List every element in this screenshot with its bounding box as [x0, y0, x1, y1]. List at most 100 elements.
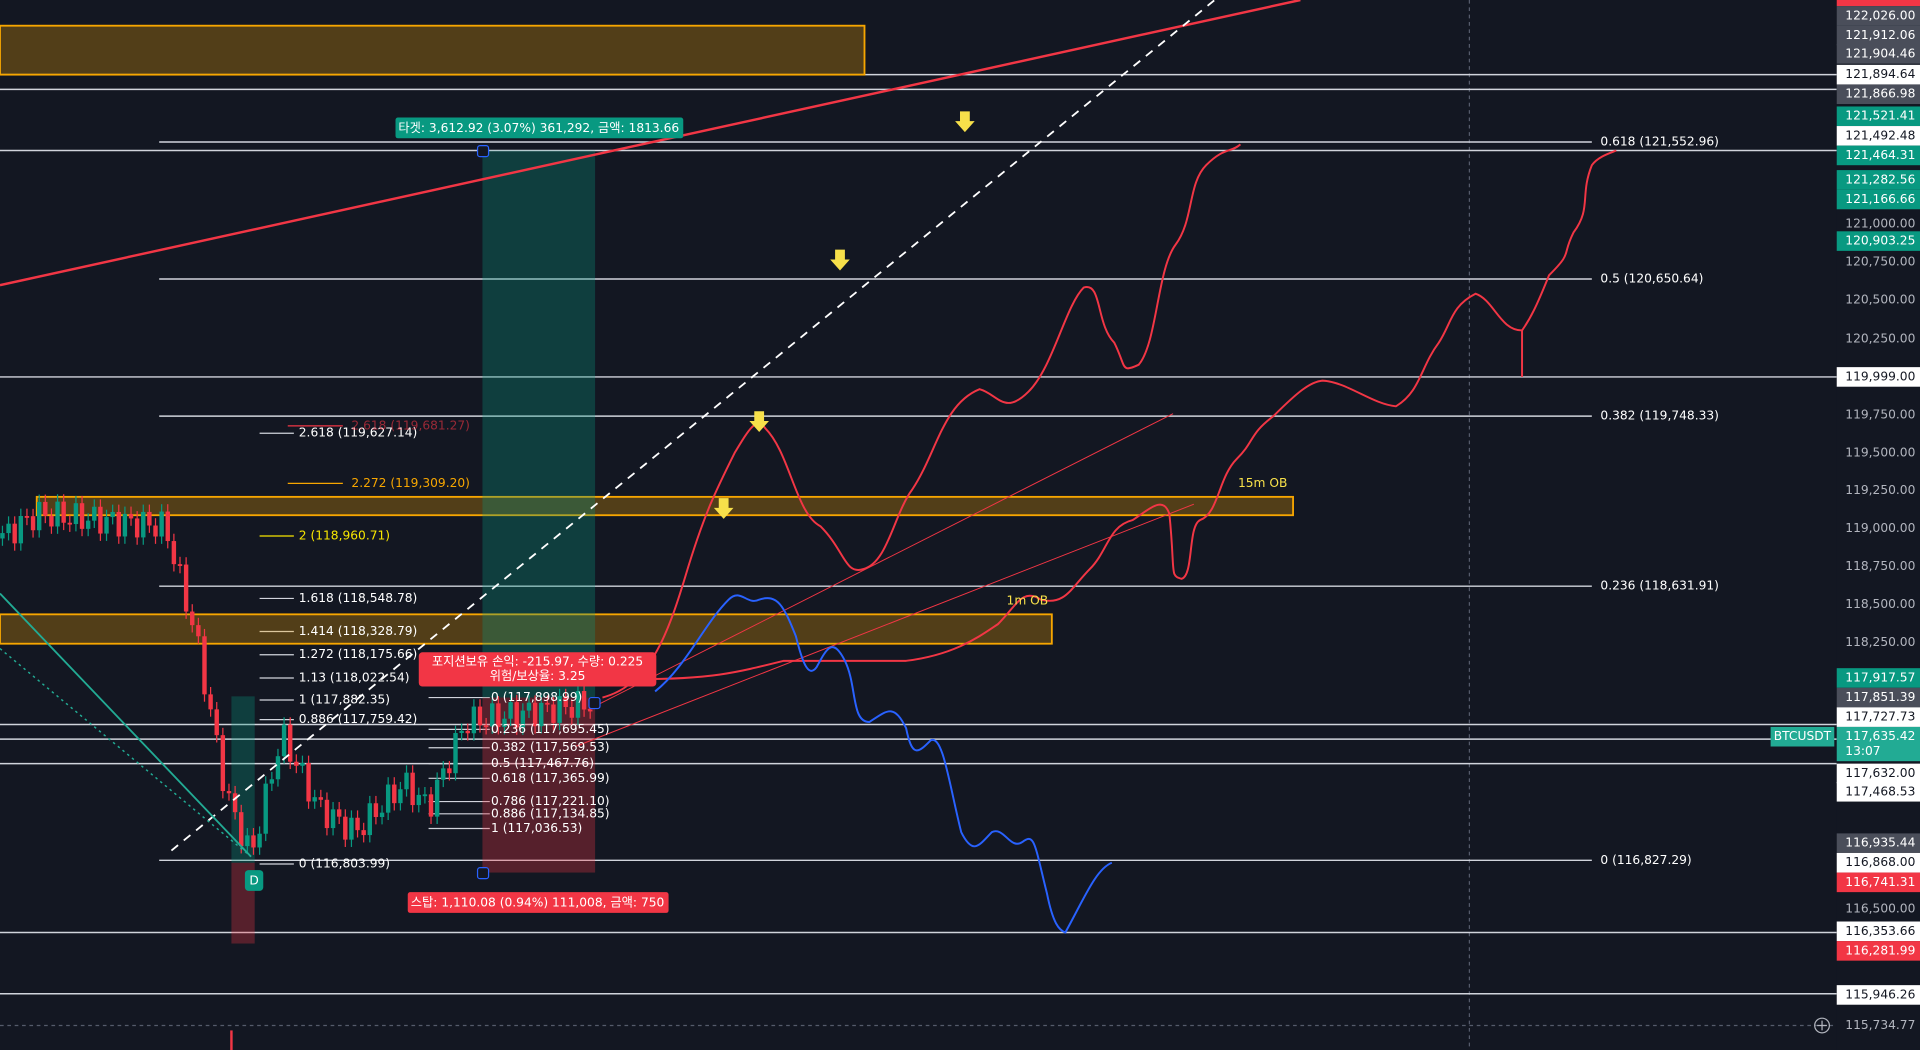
handle	[476, 867, 490, 880]
candle	[330, 809, 336, 829]
fib-label: 2 (118,960.71)	[299, 529, 390, 543]
price-label: 121,521.41	[1845, 109, 1915, 123]
down-arrow	[749, 411, 769, 432]
candle	[588, 709, 593, 712]
candle	[230, 1030, 233, 1050]
candle	[581, 691, 587, 710]
candle	[79, 503, 85, 529]
fib-label: 0.786 (117,221.10)	[491, 794, 610, 808]
price-tag	[1836, 106, 1920, 127]
candle	[434, 779, 440, 817]
price-axis: 122,026.00 121,912.06 121,904.46 121,894.64…	[1770, 6, 1920, 1034]
candle	[85, 520, 91, 529]
candle	[251, 835, 256, 848]
price-tag	[1836, 687, 1920, 708]
price-tag	[1836, 0, 1920, 7]
candle	[367, 803, 373, 836]
candle	[545, 702, 550, 705]
fib-label: 2.618 (119,627.14)	[299, 426, 418, 440]
fib-label: 0.382 (119,748.33)	[1600, 409, 1719, 423]
candle	[36, 501, 42, 531]
position-pnl: 포지션보유 손익: -215.97, 수량: 0.225	[432, 655, 643, 669]
fib-label: 1.414 (118,328.79)	[299, 624, 418, 638]
candle	[214, 709, 219, 736]
candle	[220, 735, 226, 792]
fib-label: 0.236 (117,695.45)	[491, 722, 610, 736]
price-tag	[1836, 833, 1920, 853]
price-label: 115,946.26	[1845, 987, 1915, 1001]
candle	[110, 511, 115, 518]
stop-tag	[407, 892, 669, 913]
candle	[459, 730, 464, 734]
trend-line	[0, 648, 252, 858]
candle	[477, 706, 483, 726]
fib-label: 0.618 (121,552.96)	[1600, 134, 1719, 148]
price-tag	[1836, 126, 1920, 146]
candle	[116, 511, 121, 537]
candle	[410, 772, 415, 806]
candle	[183, 564, 189, 612]
price-label: 116,935.44	[1845, 836, 1915, 850]
candle	[336, 809, 342, 817]
candle	[575, 691, 581, 718]
candle	[12, 523, 17, 544]
price-tag	[1836, 25, 1920, 46]
candle	[141, 511, 146, 538]
candle	[318, 797, 324, 800]
price-tag	[1836, 985, 1920, 1005]
price-label: 117,468.53	[1845, 784, 1915, 798]
trend-line	[0, 0, 1301, 287]
candle	[226, 791, 232, 794]
candle	[355, 817, 360, 831]
candle	[18, 515, 24, 544]
channel-line	[587, 413, 1174, 711]
candle	[153, 525, 158, 537]
fib-label: 1 (117,036.53)	[491, 821, 582, 835]
price-label: 118,500.00	[1845, 597, 1915, 611]
candle	[324, 799, 330, 829]
levels	[0, 73, 1837, 995]
fib-label: 0 (117,898.99)	[491, 690, 582, 704]
price-label: 121,894.64	[1845, 67, 1915, 81]
down-arrow	[830, 249, 850, 271]
candle	[398, 789, 403, 804]
candle	[134, 518, 140, 538]
price-label: 121,464.31	[1845, 148, 1915, 162]
price-tag	[1836, 367, 1920, 387]
candle	[300, 762, 305, 766]
candle	[441, 768, 446, 780]
candle	[294, 761, 299, 766]
price-tag	[1836, 852, 1920, 873]
price-label: 121,904.46	[1845, 46, 1915, 60]
marker-label: D	[249, 874, 258, 888]
candle	[551, 704, 556, 723]
price-label: 121,492.48	[1845, 128, 1915, 142]
fib-label: 0 (116,803.99)	[299, 856, 390, 870]
price-label: 116,353.66	[1845, 924, 1915, 938]
price-tag	[1836, 6, 1920, 26]
price-label: 121,000.00	[1845, 216, 1915, 230]
fib-label: 1.618 (118,548.78)	[299, 591, 418, 605]
candle	[24, 515, 30, 518]
candle	[122, 513, 128, 537]
candle	[67, 522, 72, 525]
target-tag	[395, 117, 684, 139]
candle	[0, 533, 5, 539]
stop-zone	[482, 697, 596, 873]
add-icon	[1817, 1020, 1827, 1031]
ob-zone	[35, 495, 1294, 517]
price-label: 121,282.56	[1845, 172, 1915, 186]
price-tag	[1836, 231, 1920, 251]
price-label: 116,741.31	[1845, 875, 1915, 889]
candle	[422, 794, 428, 797]
price-label: 120,500.00	[1845, 292, 1915, 306]
candle	[532, 702, 538, 727]
price-tag	[1836, 44, 1920, 64]
candle	[73, 503, 79, 525]
fib-label: 0.618 (117,365.99)	[491, 771, 610, 785]
candle	[514, 702, 519, 728]
price-tag	[1836, 84, 1920, 105]
